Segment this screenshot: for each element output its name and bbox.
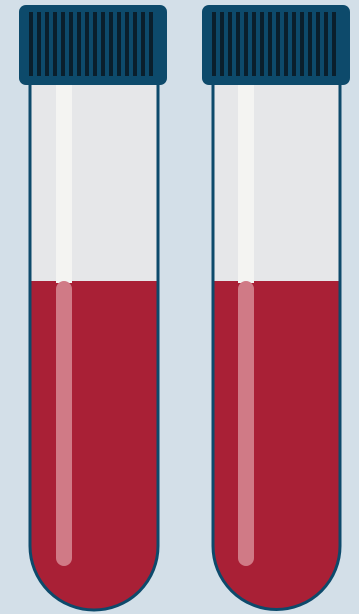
tube-outline: [28, 78, 160, 612]
test-tube-left: [19, 5, 167, 612]
test-tube-icon: [28, 78, 160, 612]
tube-cap-icon: [19, 5, 167, 85]
tube-outline: [211, 78, 342, 611]
test-tube-icon: [211, 78, 342, 611]
test-tube-right: [202, 5, 350, 611]
glass-highlight-top: [238, 80, 254, 283]
blood-sample: [213, 281, 340, 610]
glass-highlight-top: [56, 80, 72, 283]
glass-highlight-bottom: [56, 281, 72, 566]
glass-highlight-bottom: [238, 281, 254, 566]
tube-cap-icon: [202, 5, 350, 85]
blood-sample: [30, 281, 158, 610]
